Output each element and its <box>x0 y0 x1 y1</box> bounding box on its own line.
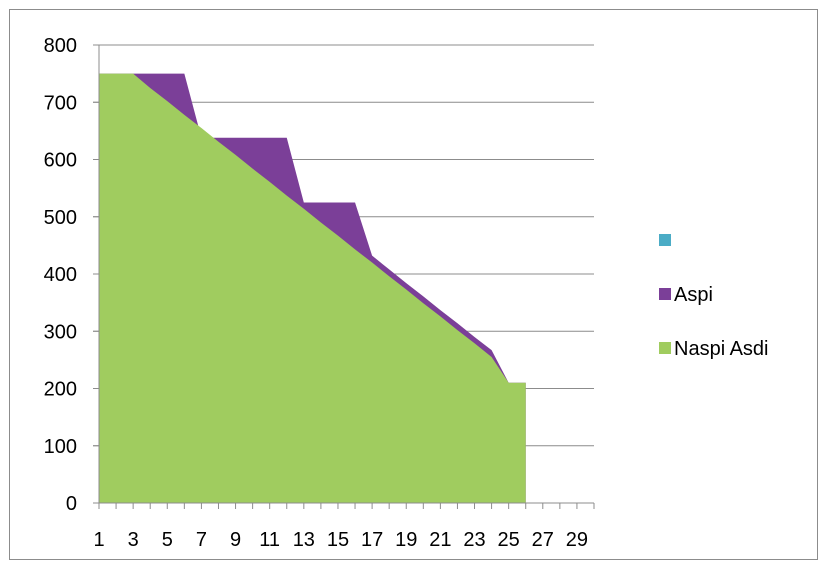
series-area-2 <box>99 73 526 503</box>
x-tick-label: 3 <box>128 529 139 551</box>
y-tick-label: 800 <box>44 35 77 57</box>
y-tick-labels: 0 100 200 300 400 500 600 700 800 <box>44 35 77 515</box>
legend-label: Naspi Asdi <box>674 338 769 360</box>
x-tick-label: 7 <box>196 529 207 551</box>
x-tick-label: 9 <box>230 529 241 551</box>
x-tick-label: 19 <box>395 529 417 551</box>
y-tick-label: 500 <box>44 207 77 229</box>
y-tick-label: 200 <box>44 379 77 401</box>
legend-swatch <box>659 234 671 246</box>
x-tick-labels: 1 3 5 7 9 11 13 15 17 19 21 23 25 27 29 <box>93 529 588 551</box>
y-tick-label: 300 <box>44 321 77 343</box>
x-tick-label: 17 <box>361 529 383 551</box>
x-tick-label: 13 <box>293 529 315 551</box>
x-tick-label: 1 <box>93 529 104 551</box>
legend-swatch <box>659 342 671 354</box>
x-tick-label: 15 <box>327 529 349 551</box>
series-areas <box>99 73 526 503</box>
y-tick-label: 0 <box>66 493 77 515</box>
legend: Aspi Naspi Asdi <box>659 234 769 360</box>
axes <box>93 44 595 509</box>
x-tick-label: 29 <box>566 529 588 551</box>
x-tick-label: 25 <box>498 529 520 551</box>
y-tick-label: 600 <box>44 150 77 172</box>
y-tick-label: 700 <box>44 92 77 114</box>
x-tick-label: 5 <box>162 529 173 551</box>
x-tick-label: 27 <box>532 529 554 551</box>
y-tick-label: 400 <box>44 264 77 286</box>
x-tick-label: 11 <box>259 529 280 551</box>
y-tick-label: 100 <box>44 436 77 458</box>
legend-swatch <box>659 288 671 300</box>
x-tick-label: 23 <box>463 529 485 551</box>
x-tick-label: 21 <box>429 529 451 551</box>
legend-label: Aspi <box>674 284 713 306</box>
